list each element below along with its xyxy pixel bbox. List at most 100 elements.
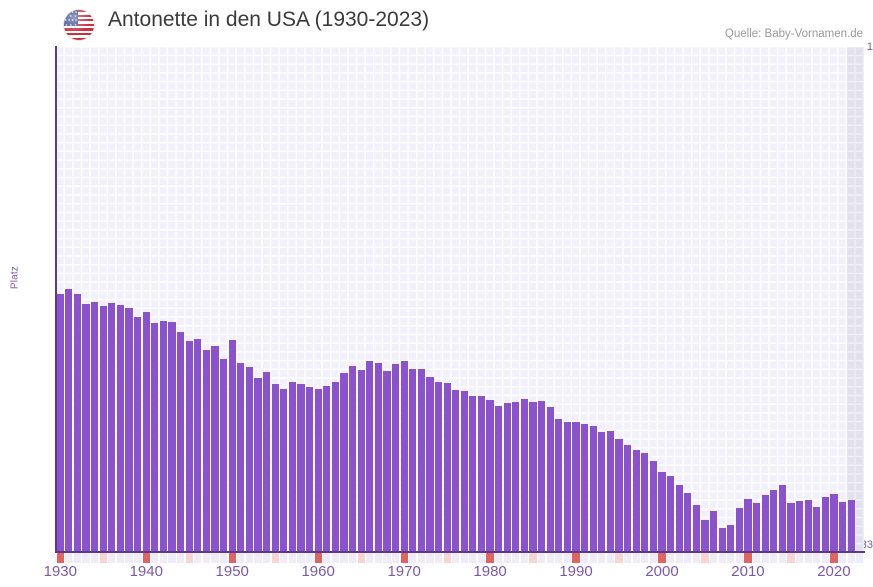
bar [417,368,425,552]
x-axis-tick [546,553,554,563]
bar [185,341,193,552]
bar [237,362,245,552]
bar [804,500,812,552]
x-axis-tick [374,553,382,563]
bar [761,495,769,552]
x-axis-tick [813,553,821,563]
x-axis-tick [417,553,425,563]
bar [151,322,159,552]
bar [838,501,847,552]
bar [787,502,795,552]
x-axis-tick [555,553,563,563]
x-axis-tick [477,553,486,563]
x-axis-tick [529,553,537,563]
bar [142,312,150,552]
bar [709,511,718,552]
bar [555,419,563,552]
bar [752,502,761,552]
x-axis-tick [134,553,142,563]
x-axis-tick [804,553,812,563]
x-axis-tick [400,553,408,563]
bar [632,449,640,552]
x-axis-tick [838,553,847,563]
x-axis-tick [589,553,597,563]
us-flag-icon: ★★★★ ★★★ ★★★★ ★★★ [64,10,94,40]
page-title: Antonette in den USA (1930-2023) [108,8,430,31]
bar [391,364,400,552]
bar [168,321,176,552]
bar [667,475,675,552]
x-axis-tick [202,553,211,563]
x-axis-tick-label: 2020 [817,563,851,580]
bar [692,505,700,552]
bar [727,524,735,552]
x-axis-tick-label: 1960 [301,563,335,580]
bar [460,390,468,552]
x-axis-tick-label: 1970 [387,563,421,580]
x-axis-tick [159,553,168,563]
x-axis-tick [727,553,735,563]
x-axis-tick [830,553,838,563]
bar [606,430,615,552]
x-axis-tick [538,553,546,563]
bar [116,305,125,552]
bar [649,460,657,552]
bar [538,400,546,552]
x-axis-tick-label: 1980 [473,563,507,580]
bar [469,395,477,552]
bar [314,388,322,552]
bar [443,382,451,552]
bar [288,382,296,552]
x-axis-tick [305,553,314,563]
x-axis-tick-label: 1940 [129,563,163,580]
x-axis-line [55,551,865,553]
x-axis-tick-label: 1950 [215,563,249,580]
x-axis-tick [821,553,829,563]
bar [202,349,211,552]
x-axis-tick [701,553,709,563]
x-axis-tick [761,553,769,563]
bar [624,444,632,552]
x-axis-tick [692,553,700,563]
bar [546,407,554,552]
bar [684,492,692,552]
bar [254,378,262,552]
x-axis-tick [263,553,271,563]
bar [830,493,838,552]
bar [847,500,855,552]
bar [220,358,228,552]
x-axis-tick [667,553,675,563]
x-axis-tick [718,553,726,563]
bar [426,377,434,552]
bar [271,384,279,552]
x-axis-tick [787,553,795,563]
x-axis-tick [194,553,202,563]
x-axis-tick [177,553,185,563]
bar [598,432,606,552]
x-axis-labels: 1930 1940 1950 1960 1970 1980 1990 2000 2010 2020 [0,563,873,587]
bar [331,382,339,552]
x-axis-tick [795,553,804,563]
x-axis-tick [237,553,245,563]
x-axis-tick [744,553,752,563]
x-axis-tick [658,553,666,563]
bar [374,363,382,552]
bar [91,301,99,552]
bar [228,339,236,552]
x-axis-tick [460,553,468,563]
x-axis-tick [675,553,683,563]
bar [770,489,778,552]
bar [82,304,90,552]
bar [211,346,219,552]
x-axis-tick [520,553,529,563]
bar [486,399,494,552]
bar [125,308,133,552]
bar [581,424,589,552]
bar [641,453,649,552]
x-axis-tick [168,553,176,563]
x-axis-tick [512,553,520,563]
x-axis-tick [383,553,391,563]
x-axis-tick [314,553,322,563]
bar [744,499,752,552]
x-axis-tick [572,553,580,563]
